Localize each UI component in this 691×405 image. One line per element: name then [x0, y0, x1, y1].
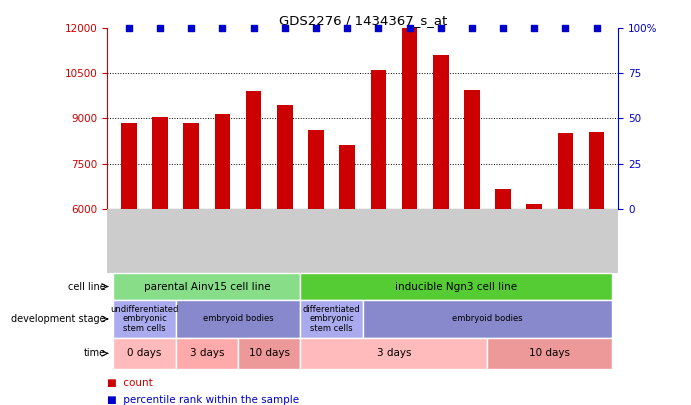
Bar — [527, 204, 542, 209]
Text: 3 days: 3 days — [377, 348, 411, 358]
Bar — [176, 300, 301, 338]
Point — [341, 25, 352, 32]
Point — [124, 25, 135, 32]
Bar — [363, 300, 612, 338]
Point — [529, 25, 540, 32]
Bar — [301, 338, 487, 369]
Point — [279, 25, 290, 32]
Bar — [301, 300, 363, 338]
Text: 3 days: 3 days — [189, 348, 224, 358]
Text: time: time — [84, 348, 106, 358]
Bar — [113, 300, 176, 338]
Point — [248, 25, 259, 32]
Bar — [339, 145, 355, 209]
Bar — [121, 123, 137, 209]
Text: parental Ainv15 cell line: parental Ainv15 cell line — [144, 281, 270, 292]
Text: 10 days: 10 days — [249, 348, 290, 358]
Bar — [464, 90, 480, 209]
Text: cell line: cell line — [68, 281, 106, 292]
Bar — [401, 28, 417, 209]
Bar — [238, 338, 301, 369]
Point — [310, 25, 321, 32]
Bar — [277, 105, 292, 209]
Bar — [308, 130, 324, 209]
Point — [560, 25, 571, 32]
Bar — [113, 273, 301, 300]
Bar — [433, 55, 448, 209]
Text: undifferentiated
embryonic
stem cells: undifferentiated embryonic stem cells — [111, 305, 179, 333]
Text: differentiated
embryonic
stem cells: differentiated embryonic stem cells — [303, 305, 361, 333]
Title: GDS2276 / 1434367_s_at: GDS2276 / 1434367_s_at — [278, 14, 447, 27]
Point — [373, 25, 384, 32]
Point — [591, 25, 602, 32]
Bar — [215, 114, 230, 209]
Point — [435, 25, 446, 32]
Bar — [184, 123, 199, 209]
Bar — [152, 117, 168, 209]
Bar — [176, 338, 238, 369]
Point — [466, 25, 477, 32]
Bar — [487, 338, 612, 369]
Bar — [589, 132, 605, 209]
Bar — [370, 70, 386, 209]
Text: development stage: development stage — [11, 314, 106, 324]
Text: embryoid bodies: embryoid bodies — [202, 314, 274, 324]
Text: 0 days: 0 days — [127, 348, 162, 358]
Bar — [558, 134, 574, 209]
Text: 10 days: 10 days — [529, 348, 570, 358]
Text: ■  percentile rank within the sample: ■ percentile rank within the sample — [107, 394, 299, 405]
Text: inducible Ngn3 cell line: inducible Ngn3 cell line — [395, 281, 518, 292]
Bar — [113, 338, 176, 369]
Text: embryoid bodies: embryoid bodies — [452, 314, 523, 324]
Bar — [246, 92, 261, 209]
Point — [186, 25, 197, 32]
Point — [404, 25, 415, 32]
Point — [217, 25, 228, 32]
Bar — [301, 273, 612, 300]
Point — [155, 25, 166, 32]
Bar — [495, 189, 511, 209]
Text: ■  count: ■ count — [107, 378, 153, 388]
Point — [498, 25, 509, 32]
